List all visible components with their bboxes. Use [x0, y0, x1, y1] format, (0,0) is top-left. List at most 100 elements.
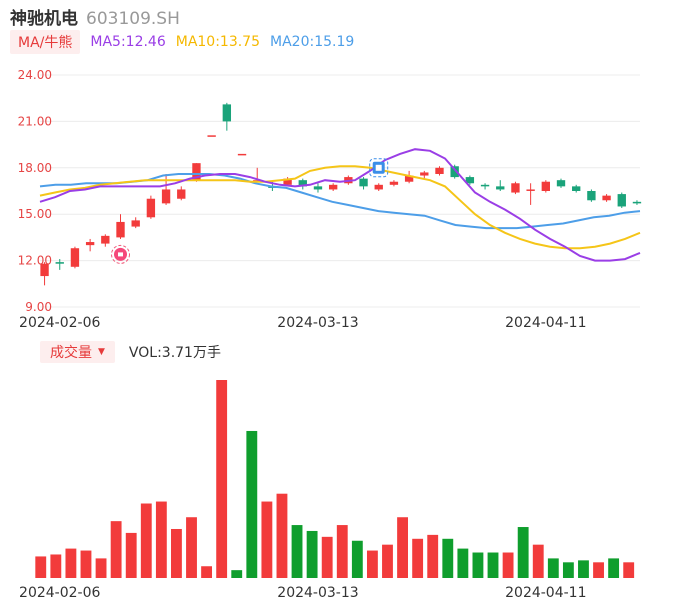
candle-body	[177, 189, 186, 199]
volume-value: VOL:3.71万手	[128, 345, 221, 361]
candle-body	[207, 135, 216, 137]
volume-bar	[201, 566, 213, 578]
candle-body	[541, 181, 550, 191]
date-tick-label: 2024-02-06	[19, 315, 100, 331]
candle-body	[556, 180, 566, 187]
candle-body	[404, 175, 414, 182]
volume-bar	[171, 528, 182, 578]
stock-name: 神驰机电	[10, 9, 78, 29]
volume-bar	[608, 558, 620, 578]
volume-bar	[412, 538, 424, 578]
volume-bar	[65, 548, 77, 578]
candle-body	[222, 104, 232, 122]
volume-bar	[216, 380, 228, 578]
volume-bar	[427, 534, 439, 578]
candle-body	[237, 153, 247, 156]
volume-bar	[261, 501, 273, 578]
candle-body	[70, 248, 80, 267]
price-tick-label: 18.00	[18, 161, 52, 175]
volume-bar	[140, 503, 152, 578]
candle-body	[450, 166, 459, 178]
volume-bars	[35, 380, 635, 578]
volume-bar	[246, 430, 258, 578]
title-row: 神驰机电 603109.SH	[10, 4, 180, 29]
price-tick-label: 9.00	[25, 300, 52, 314]
date-axis-labels: 2024-02-06 2024-03-13 2024-04-11	[19, 315, 586, 331]
candle-body	[131, 220, 140, 227]
ma5-line	[39, 148, 641, 262]
candle-body	[85, 242, 95, 246]
volume-indicator-selector[interactable]: 成交量 ▼	[40, 341, 115, 363]
candle-body	[313, 186, 323, 190]
volume-date-tick-label: 2024-03-13	[277, 585, 358, 601]
candle-body	[617, 194, 626, 207]
candle-body	[192, 163, 201, 181]
candle-body	[298, 180, 307, 187]
volume-legend: 成交量 ▼ VOL:3.71万手	[40, 341, 221, 363]
date-tick-label: 2024-03-13	[277, 315, 358, 331]
volume-bar	[186, 517, 197, 578]
candle-body	[389, 181, 399, 185]
stock-code: 603109.SH	[86, 9, 180, 29]
candle-body	[480, 184, 490, 187]
volume-bar	[306, 530, 318, 578]
volume-bar	[35, 556, 47, 578]
price-tick-label: 21.00	[18, 114, 52, 128]
volume-bar	[336, 525, 348, 578]
candle-body	[572, 186, 581, 191]
volume-bar	[442, 538, 454, 578]
volume-bar	[593, 562, 604, 578]
caret-down-icon: ▼	[98, 347, 105, 357]
price-tick-label: 15.00	[18, 207, 52, 221]
volume-bar	[321, 536, 333, 578]
buy-signal-icon	[111, 244, 130, 264]
candle-body	[420, 172, 429, 176]
signal-markers	[111, 158, 389, 264]
volume-bar	[351, 540, 363, 578]
candle-body	[632, 201, 642, 204]
volume-tag-label: 成交量	[50, 345, 92, 361]
volume-bar	[110, 521, 122, 578]
volume-bar	[397, 517, 408, 578]
candlesticks	[40, 102, 642, 286]
candle-body	[602, 195, 611, 201]
volume-bar	[532, 544, 544, 578]
candle-body	[587, 191, 596, 201]
ma-indicator-selector[interactable]: MA/牛熊	[10, 30, 81, 54]
volume-bar	[291, 525, 303, 578]
volume-bar	[125, 532, 137, 578]
volume-bar	[578, 560, 589, 578]
volume-bar	[155, 501, 167, 578]
price-grid	[40, 74, 640, 308]
volume-bar	[50, 554, 62, 578]
volume-bar	[517, 527, 529, 578]
candle-body	[161, 189, 171, 204]
candle-body	[55, 262, 64, 264]
volume-bar	[231, 570, 243, 578]
volume-bar	[95, 558, 107, 578]
volume-date-tick-label: 2024-04-11	[505, 585, 586, 601]
volume-bar	[80, 550, 92, 578]
volume-bar	[472, 552, 484, 578]
volume-bar	[382, 544, 393, 578]
candle-body	[526, 189, 535, 191]
ma5-label: MA5:12.46	[90, 34, 166, 50]
candle-body	[465, 177, 475, 184]
volume-bar	[562, 562, 574, 578]
candle-body	[511, 183, 520, 193]
date-tick-label: 2024-04-11	[505, 315, 586, 331]
candle-body	[359, 178, 368, 187]
volume-bar	[366, 550, 378, 578]
candle-body	[374, 184, 383, 190]
ma10-label: MA10:13.75	[175, 34, 261, 50]
price-tick-label: 24.00	[18, 68, 52, 82]
candle-body	[116, 221, 125, 238]
candle-body	[283, 178, 292, 185]
volume-bar	[623, 562, 635, 578]
ma10-line	[39, 165, 641, 250]
candle-body	[101, 235, 110, 244]
ma20-label: MA20:15.19	[270, 34, 355, 50]
candle-body	[435, 167, 444, 174]
